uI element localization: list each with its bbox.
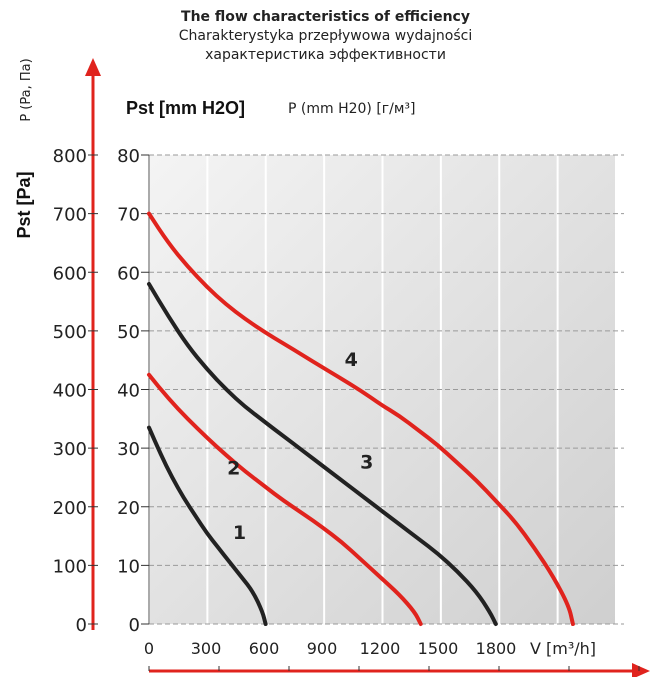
y-tick-label-pa: 0 bbox=[76, 615, 87, 636]
chart-title: The flow characteristics of efficiency C… bbox=[0, 8, 651, 65]
y-tick-label-pa: 400 bbox=[53, 381, 87, 402]
x-tick-label: 1800 bbox=[476, 639, 517, 658]
series-line-4 bbox=[147, 211, 575, 626]
y-tick-label-mmh2o: 10 bbox=[117, 556, 140, 577]
x-tick-label: 1500 bbox=[418, 639, 459, 658]
title-line-1: The flow characteristics of efficiency bbox=[181, 9, 470, 25]
y-label-mmh2o: Pst [mm H2O] bbox=[126, 98, 245, 118]
series-line-3 bbox=[147, 282, 498, 626]
y-tick-label-mmh2o: 50 bbox=[117, 322, 140, 343]
y-tick-label-pa: 100 bbox=[53, 556, 87, 577]
y-tick-label-pa: 800 bbox=[53, 146, 87, 167]
y-tick-label-mmh2o: 60 bbox=[117, 263, 140, 284]
x-axis-arrow bbox=[632, 663, 650, 677]
x-tick-label: 0 bbox=[144, 639, 154, 658]
y-axis-arrow bbox=[85, 58, 101, 76]
y-tick-label-mmh2o: 70 bbox=[117, 205, 140, 226]
title-line-3: характеристика эффективности bbox=[205, 47, 446, 63]
x-label: V [m³/h] bbox=[530, 639, 596, 658]
y-tick-label-mmh2o: 80 bbox=[117, 146, 140, 167]
y-tick-label-pa: 600 bbox=[53, 263, 87, 284]
series-line-1 bbox=[147, 425, 268, 626]
series-layer: 1 2 3 4 bbox=[147, 211, 575, 626]
y-label-mmh2o-alt: P (mm H20) [г/м³] bbox=[288, 101, 416, 117]
title-line-2: Charakterystyka przepływowa wydajności bbox=[178, 28, 473, 44]
series-label-1: 1 bbox=[233, 522, 246, 544]
y-tick-label-pa: 700 bbox=[53, 205, 87, 226]
y-tick-label-pa: 200 bbox=[53, 498, 87, 519]
x-tick-label: 1200 bbox=[360, 639, 401, 658]
axes bbox=[85, 58, 650, 677]
y-tick-label-mmh2o: 0 bbox=[129, 615, 140, 636]
y-label-pa: Pst [Pa] bbox=[14, 171, 34, 238]
y-tick-label-pa: 500 bbox=[53, 322, 87, 343]
series-label-4: 4 bbox=[345, 349, 358, 371]
axis-labels: 0100200300400500600700800010203040506070… bbox=[53, 146, 517, 658]
x-tick-label: 900 bbox=[307, 639, 338, 658]
y-tick-label-mmh2o: 20 bbox=[117, 498, 140, 519]
y-label-pa-alt: P (Pa, Па) bbox=[19, 58, 34, 121]
series-label-2: 2 bbox=[227, 458, 240, 480]
y-tick-label-pa: 300 bbox=[53, 439, 87, 460]
series-line-2 bbox=[147, 372, 423, 626]
y-tick-label-mmh2o: 40 bbox=[117, 381, 140, 402]
series-label-3: 3 bbox=[360, 452, 373, 474]
y-tick-label-mmh2o: 30 bbox=[117, 439, 140, 460]
x-tick-label: 600 bbox=[249, 639, 280, 658]
x-tick-label: 300 bbox=[191, 639, 222, 658]
